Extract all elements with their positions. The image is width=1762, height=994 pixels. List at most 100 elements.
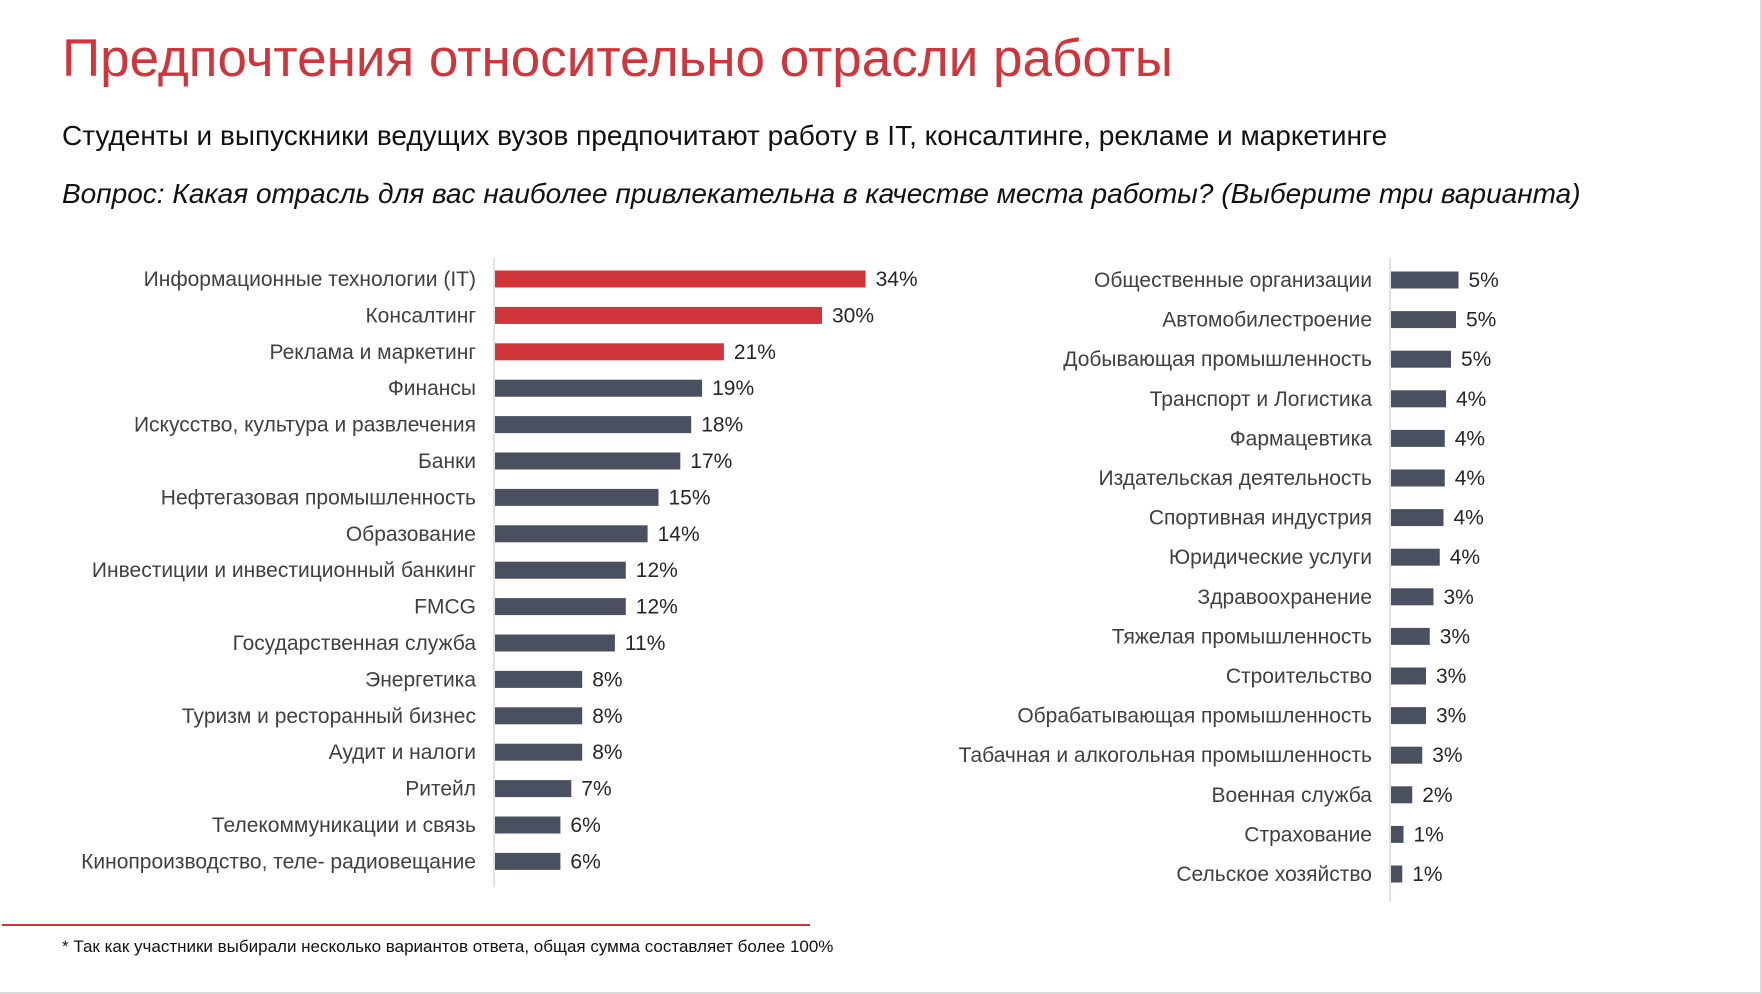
left-category-label: Кинопроизводство, теле- радиовещание bbox=[81, 850, 476, 873]
left-bar bbox=[495, 816, 561, 834]
page-subtitle: Студенты и выпускники ведущих вузов пред… bbox=[62, 120, 1388, 151]
right-bar bbox=[1391, 667, 1426, 685]
footer-divider bbox=[2, 924, 810, 926]
right-value-label: 4% bbox=[1455, 427, 1485, 450]
right-category-label: Транспорт и Логистика bbox=[1150, 388, 1373, 411]
left-category-label: Нефтегазовая промышленность bbox=[161, 486, 476, 509]
left-category-label: Инвестиции и инвестиционный банкинг bbox=[92, 559, 476, 582]
right-bar bbox=[1391, 469, 1445, 487]
left-value-label: 21% bbox=[734, 341, 776, 364]
left-value-label: 15% bbox=[669, 486, 711, 509]
left-category-label: Ритейл bbox=[405, 778, 476, 801]
left-bar bbox=[495, 452, 681, 470]
left-value-label: 8% bbox=[592, 705, 622, 728]
footnote: * Так как участники выбирали несколько в… bbox=[62, 937, 834, 956]
left-bar bbox=[495, 379, 703, 397]
left-bar bbox=[495, 743, 583, 761]
left-bar bbox=[495, 270, 866, 288]
left-value-label: 12% bbox=[636, 559, 678, 582]
right-value-label: 4% bbox=[1455, 467, 1485, 490]
left-bar bbox=[495, 416, 692, 434]
right-bar bbox=[1391, 311, 1456, 329]
right-bar bbox=[1391, 825, 1404, 843]
right-category-label: Табачная и алкогольная промышленность bbox=[959, 744, 1372, 767]
right-bar bbox=[1391, 429, 1445, 447]
left-category-label: Финансы bbox=[388, 377, 476, 400]
right-value-label: 5% bbox=[1461, 348, 1491, 371]
right-value-label: 5% bbox=[1469, 269, 1499, 292]
right-category-label: Издательская деятельность bbox=[1098, 467, 1372, 490]
right-category-label: Автомобилестроение bbox=[1162, 309, 1372, 332]
left-value-label: 12% bbox=[636, 596, 678, 619]
right-value-label: 5% bbox=[1466, 309, 1496, 332]
left-category-label: FMCG bbox=[414, 596, 476, 619]
right-category-label: Фармацевтика bbox=[1230, 427, 1373, 450]
left-category-label: Искусство, культура и развлечения bbox=[134, 414, 476, 437]
right-bar bbox=[1391, 746, 1423, 764]
right-value-label: 3% bbox=[1440, 625, 1470, 648]
right-category-label: Общественные организации bbox=[1094, 269, 1372, 292]
right-value-label: 3% bbox=[1444, 586, 1474, 609]
left-bar-chart: Информационные технологии (IT) 34% Консалт… bbox=[81, 258, 918, 887]
left-category-label: Аудит и налоги bbox=[329, 741, 476, 764]
right-value-label: 4% bbox=[1454, 507, 1484, 530]
left-value-label: 8% bbox=[592, 668, 622, 691]
left-bar bbox=[495, 598, 626, 616]
right-bar-chart: Общественные организации 5% Автомобилестро… bbox=[959, 258, 1499, 902]
left-bar bbox=[495, 306, 822, 324]
right-bar bbox=[1391, 271, 1459, 289]
left-value-label: 30% bbox=[832, 304, 874, 327]
left-bar bbox=[495, 561, 626, 579]
right-category-label: Страхование bbox=[1244, 823, 1372, 846]
page-title: Предпочтения относительно отрасли работы bbox=[62, 29, 1174, 88]
left-category-label: Туризм и ресторанный бизнес bbox=[182, 705, 476, 728]
left-bar bbox=[495, 634, 615, 652]
left-category-label: Телекоммуникации и связь bbox=[212, 814, 476, 837]
right-category-label: Юридические услуги bbox=[1169, 546, 1372, 569]
right-bar bbox=[1391, 548, 1440, 566]
left-value-label: 7% bbox=[581, 778, 611, 801]
right-value-label: 2% bbox=[1422, 784, 1452, 807]
left-category-label: Реклама и маркетинг bbox=[270, 341, 477, 364]
left-value-label: 11% bbox=[625, 632, 665, 655]
left-category-label: Консалтинг bbox=[365, 304, 476, 327]
right-category-label: Обрабатывающая промышленность bbox=[1017, 705, 1372, 728]
right-bar bbox=[1391, 390, 1446, 408]
left-bar bbox=[495, 852, 561, 870]
left-value-label: 6% bbox=[570, 814, 600, 837]
right-category-label: Сельское хозяйство bbox=[1176, 863, 1372, 886]
left-category-label: Государственная служба bbox=[233, 632, 477, 655]
right-bar bbox=[1391, 707, 1426, 725]
right-bar bbox=[1391, 509, 1444, 527]
left-bar bbox=[495, 343, 724, 361]
right-bar bbox=[1391, 786, 1413, 804]
left-bar bbox=[495, 670, 583, 688]
left-bar bbox=[495, 707, 583, 725]
right-value-label: 1% bbox=[1414, 823, 1444, 846]
right-bar bbox=[1391, 627, 1430, 645]
survey-question: Вопрос: Какая отрасль для вас наиболее п… bbox=[62, 178, 1581, 209]
left-category-label: Информационные технологии (IT) bbox=[144, 268, 476, 291]
left-value-label: 8% bbox=[592, 741, 622, 764]
right-bar bbox=[1391, 588, 1434, 606]
left-bar bbox=[495, 525, 648, 543]
right-category-label: Строительство bbox=[1226, 665, 1372, 688]
left-value-label: 6% bbox=[570, 850, 600, 873]
right-value-label: 4% bbox=[1456, 388, 1486, 411]
right-category-label: Тяжелая промышленность bbox=[1112, 625, 1372, 648]
right-value-label: 3% bbox=[1436, 705, 1466, 728]
left-category-label: Энергетика bbox=[365, 668, 476, 691]
right-bar bbox=[1391, 865, 1403, 883]
right-value-label: 1% bbox=[1412, 863, 1442, 886]
right-value-label: 3% bbox=[1432, 744, 1462, 767]
right-bar bbox=[1391, 350, 1451, 368]
right-category-label: Добывающая промышленность bbox=[1063, 348, 1372, 371]
left-bar bbox=[495, 780, 572, 798]
left-bar bbox=[495, 488, 659, 506]
left-value-label: 14% bbox=[658, 523, 700, 546]
left-value-label: 19% bbox=[712, 377, 754, 400]
left-category-label: Образование bbox=[346, 523, 476, 546]
left-value-label: 17% bbox=[690, 450, 732, 473]
right-category-label: Военная служба bbox=[1212, 784, 1373, 807]
